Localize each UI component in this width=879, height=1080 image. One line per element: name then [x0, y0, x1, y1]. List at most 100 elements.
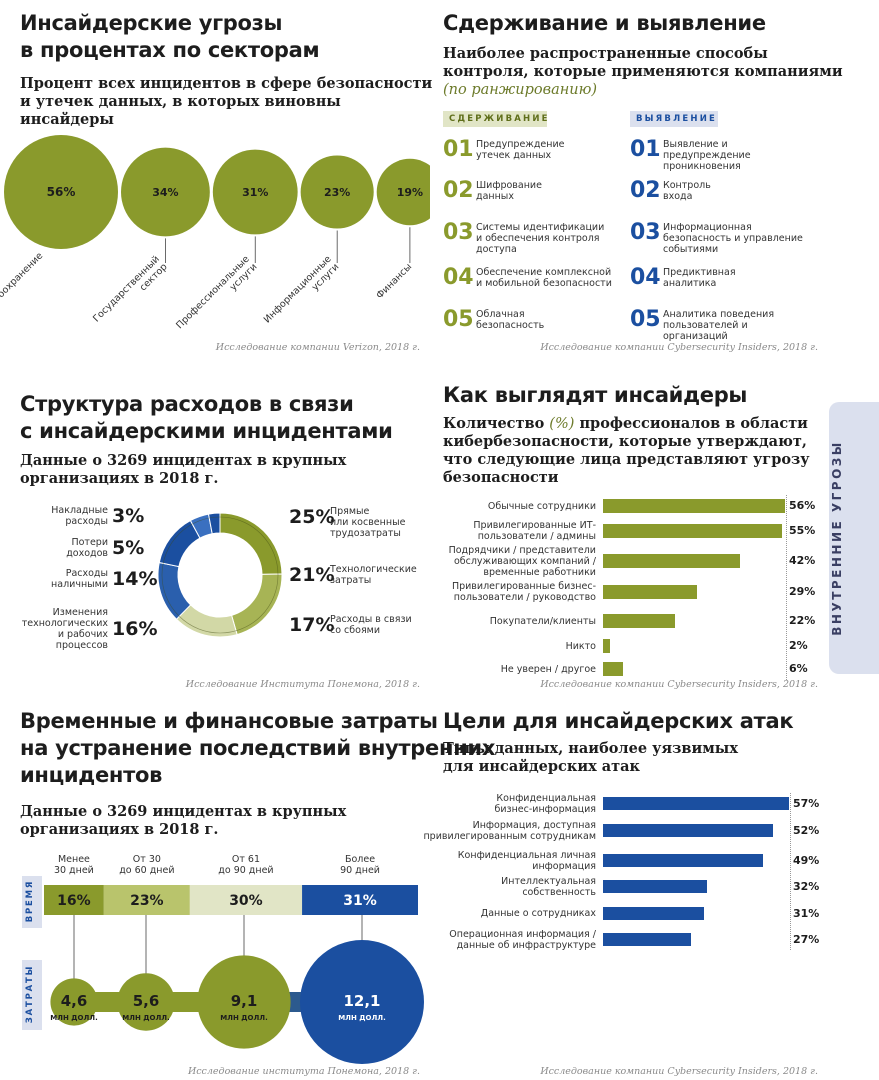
- sector-bubble: [121, 147, 210, 237]
- donut-value-label: 17%: [289, 614, 335, 636]
- time-share-label: 31%: [343, 893, 377, 909]
- cost-unit-label: МЛН ДОЛЛ.: [338, 1014, 386, 1022]
- label-line: процессов: [55, 640, 108, 651]
- label-line: Привилегированные ИТ-: [473, 520, 596, 531]
- label-line: и рабочих: [57, 629, 108, 640]
- bubble-value-label: 19%: [397, 186, 423, 199]
- bar-category-label: Операционная информация / данные об инфра…: [420, 929, 596, 951]
- bar-category-label: Информация, доступная привилегированным с…: [420, 820, 596, 842]
- bar-category-label: Конфиденциальная бизнес-информация: [420, 792, 597, 815]
- bar: [603, 585, 698, 599]
- label-line: Расходы: [65, 568, 108, 579]
- time-bar-segment: [44, 885, 104, 915]
- subtitle-line: организациях в 2018 г.: [20, 470, 219, 487]
- label-line: Не уверен / другое: [500, 663, 596, 675]
- sidebar-tab: [829, 402, 879, 674]
- cost-circle: [300, 940, 424, 1064]
- bar-category-label: Покупатели/клиенты: [440, 616, 596, 627]
- section-2-title: Сдерживание и выявление: [443, 11, 766, 35]
- label-line: Конфиденциальная личная: [457, 849, 596, 861]
- control-item-line: предупреждение: [663, 150, 751, 161]
- label-line: Изменения: [52, 607, 108, 618]
- bar-category-label: Привилегированные бизнес-пользователи / …: [440, 581, 596, 603]
- sector-bubble: [212, 149, 298, 235]
- label-line: Конфиденциальная: [496, 792, 596, 804]
- bar-value-label: 27%: [793, 932, 820, 946]
- tag-containment: СДЕРЖИВАНИЕ: [443, 111, 547, 127]
- category-label-line: Образование: [429, 261, 430, 315]
- label-line: Технологические: [330, 564, 417, 575]
- sector-bubble: [4, 135, 118, 249]
- subtitle-line: Количество (%) профессионалов в области: [443, 415, 808, 432]
- section-1-title: Инсайдерские угрозы в процентах по секто…: [20, 10, 320, 64]
- cost-circle: [50, 978, 98, 1026]
- control-item-line: Облачная: [476, 309, 525, 320]
- cost-unit-label: МЛН ДОЛЛ.: [50, 1014, 98, 1022]
- label-line: привилегированным сотрудникам: [423, 830, 596, 842]
- subtitle-line: безопасности: [443, 469, 559, 486]
- cost-structure-donut: [157, 512, 283, 638]
- time-bar-segment: [302, 885, 418, 915]
- cost-value-label: 12,1: [343, 992, 380, 1010]
- subtitle-note: (по ранжированию): [443, 82, 598, 98]
- label-line: доходов: [66, 548, 108, 559]
- section-6-subtitle: Типы данных, наиболее уязвимых для инсай…: [443, 740, 738, 776]
- bar-value-label: 55%: [789, 524, 816, 537]
- source-note: Исследование компании Cybersecurity Insi…: [540, 679, 818, 690]
- control-item-line: событиями: [663, 244, 719, 255]
- donut-value-label: 16%: [112, 618, 158, 640]
- title-line: Инсайдерские угрозы: [20, 11, 283, 35]
- bar: [603, 907, 705, 920]
- source-note: Исследование компании Cybersecurity Insi…: [540, 1066, 818, 1077]
- bubble-value-label: 31%: [242, 186, 268, 199]
- label-line: данные об инфраструктуре: [456, 939, 596, 951]
- donut-category-label: Изменения технологических и рабочих процесс…: [20, 607, 108, 651]
- label-line: Информация, доступная: [472, 819, 596, 831]
- section-4-title: Как выглядят инсайдеры: [443, 383, 748, 407]
- label-line: пользователи / админы: [477, 531, 596, 542]
- section-4-subtitle: Количество (%) профессионалов в области …: [443, 415, 810, 487]
- time-bucket-label: до 90 дней: [218, 865, 273, 876]
- label-line: технологических: [21, 618, 108, 629]
- cost-circle: [197, 955, 291, 1049]
- bar-category-label: Конфиденциальная личная информация: [420, 850, 596, 872]
- bar: [603, 614, 675, 628]
- control-item: Облачная безопасность: [476, 309, 626, 331]
- control-item: Контроль входа: [663, 180, 813, 202]
- time-row-tag: [22, 876, 42, 928]
- category-label-line: Здравоохранение: [0, 250, 45, 321]
- title-line: с инсайдерскими инцидентами: [20, 419, 393, 443]
- rank-number: 03: [630, 220, 661, 245]
- sector-bubble: [376, 158, 430, 226]
- donut-category-label: Накладные расходы: [20, 505, 108, 527]
- rank-number: 03: [443, 220, 474, 245]
- bar-axis-line: [786, 495, 787, 680]
- category-label: Финансы: [374, 261, 414, 301]
- subtitle-line: организациях в 2018 г.: [20, 821, 219, 838]
- control-item-line: Информационная: [663, 222, 752, 233]
- label-line: Операционная информация /: [449, 928, 596, 940]
- bar: [603, 499, 785, 513]
- label-line: или косвенные: [330, 517, 406, 528]
- control-item-line: Системы идентификации: [476, 222, 605, 233]
- time-share-label: 30%: [229, 893, 263, 909]
- section-2-subtitle: Наиболее распространенные способы контро…: [443, 45, 843, 99]
- bar-value-label: 32%: [793, 879, 820, 893]
- bubble-value-label: 56%: [47, 185, 76, 199]
- donut-value-label: 5%: [112, 537, 145, 559]
- label-line: Подрядчики / представители: [448, 544, 596, 556]
- label-line: Обычные сотрудники: [487, 500, 596, 512]
- section-5-title: Временные и финансовые затраты на устран…: [20, 708, 495, 789]
- time-bucket-label: От 61: [232, 854, 260, 865]
- rank-number: 01: [443, 137, 474, 162]
- donut-guide: [161, 516, 279, 634]
- subtitle-line: и утечек данных, в которых виновны: [20, 93, 341, 110]
- control-item-line: доступа: [476, 244, 517, 255]
- donut-category-label: Потери доходов: [20, 537, 108, 559]
- bar-category-label: Интеллектуальная собственность: [420, 876, 596, 898]
- bar-value-label: 42%: [789, 554, 816, 567]
- rank-number: 05: [443, 307, 474, 332]
- tag-detection: ВЫЯВЛЕНИЕ: [630, 111, 718, 127]
- rank-number: 02: [443, 178, 474, 203]
